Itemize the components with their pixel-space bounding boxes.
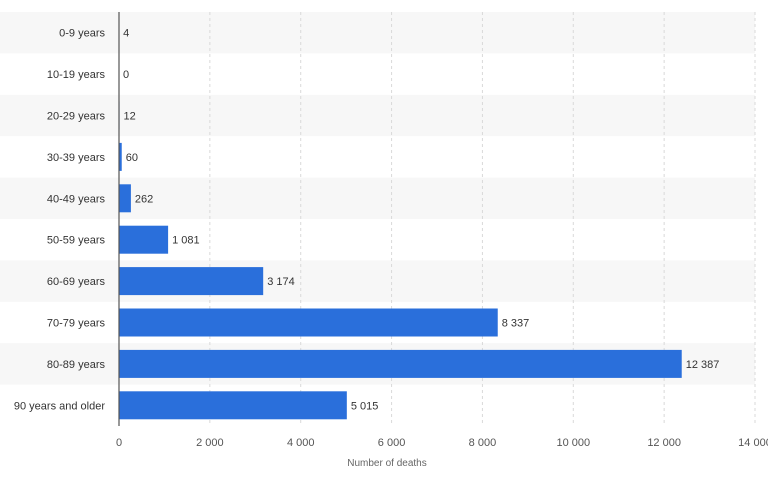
data-label: 1 081 [172,235,200,247]
x-tick-label: 8 000 [469,437,497,449]
bars [119,18,682,420]
data-labels: 4 0 12 60 262 1 081 3 174 8 337 12 387 5 015 [123,28,719,413]
category-label: 70-79 years [47,318,106,330]
row-band [0,12,755,54]
data-label: 5 015 [351,400,379,412]
grid-lines [209,12,756,426]
data-label: 12 [124,111,136,123]
category-label: 80-89 years [47,359,106,371]
row-band [0,260,755,302]
data-label: 3 174 [267,276,295,288]
bar [119,308,498,337]
category-label: 60-69 years [47,276,106,288]
bar [119,225,169,254]
category-label: 30-39 years [47,152,106,164]
row-band [0,177,755,219]
data-label: 4 [123,28,129,40]
x-tick-label: 0 [116,437,122,449]
row-band [0,94,755,137]
data-label: 60 [126,152,138,164]
x-tick-labels: 0 2 000 4 000 6 000 8 000 10 000 12 000 14 000 [116,437,768,449]
category-label: 10-19 years [47,69,106,81]
category-label: 90 years and older [14,400,105,412]
bar [119,391,347,420]
data-label: 262 [135,193,153,205]
x-tick-label: 14 000 [738,437,768,449]
x-tick-label: 6 000 [378,437,406,449]
bar [119,184,131,213]
bar [119,349,682,378]
category-label: 0-9 years [59,28,105,40]
data-label: 0 [123,69,129,81]
x-tick-label: 4 000 [287,437,315,449]
x-tick-label: 12 000 [647,437,681,449]
category-label: 20-29 years [47,111,106,123]
category-label: 50-59 years [47,235,106,247]
x-tick-label: 2 000 [196,437,224,449]
x-axis-title: Number of deaths [347,458,427,469]
bar [119,142,122,171]
data-label: 8 337 [502,318,530,330]
data-label: 12 387 [686,359,720,371]
category-label: 40-49 years [47,193,106,205]
x-tick-label: 10 000 [556,437,590,449]
bar [119,267,264,296]
category-labels: 0-9 years 10-19 years 20-29 years 30-39 yea… [14,28,106,413]
